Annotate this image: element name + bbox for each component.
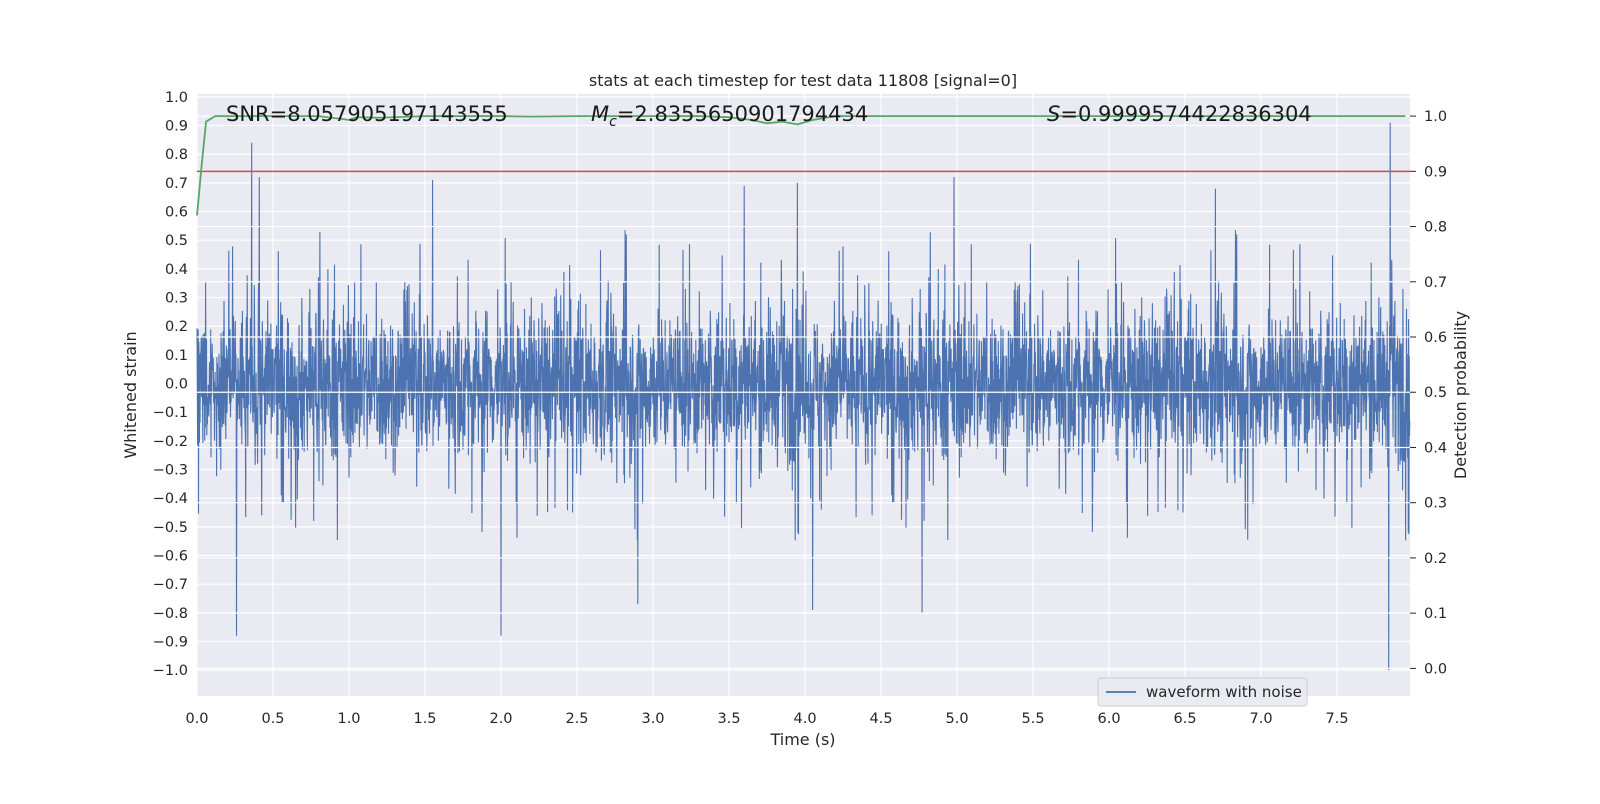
y-tick-label: 1.0	[165, 90, 188, 106]
x-tick-label: 1.5	[413, 711, 436, 727]
y-axis-ticks: 1.0 0.9 0.8 0.7 0.6 0.5 0.4 0.3 0.2 0.1 0.0 −0.1 −0.…	[153, 90, 188, 679]
score-symbol: S	[1047, 102, 1060, 126]
y-tick-label: 0.4	[165, 262, 188, 278]
y-tick-label: −0.6	[153, 549, 188, 565]
chirp-mass-annotation: Mc=2.8355650901794434	[591, 102, 868, 130]
legend: waveform with noise	[1097, 677, 1308, 707]
y-tick-label: −0.7	[153, 577, 188, 593]
y-tick-label: −0.5	[153, 520, 188, 536]
y2-tick-label: 0.1	[1424, 606, 1447, 622]
x-tick-label: 5.0	[945, 711, 968, 727]
y-tick-label: −0.4	[153, 491, 188, 507]
x-tick-label: 2.0	[489, 711, 512, 727]
x-tick-label: 3.5	[717, 711, 740, 727]
y-tick-label: 0.3	[165, 291, 188, 307]
y-tick-label: 0.2	[165, 319, 188, 335]
y-tick-label: −0.9	[153, 635, 188, 651]
y-tick-label: 0.8	[165, 147, 188, 163]
y2-axis-ticks: 1.0 0.9 0.8 0.7 0.6 0.5 0.4 0.3 0.2 0.1 0.0	[1410, 109, 1447, 677]
x-tick-label: 3.0	[641, 711, 664, 727]
y2-tick-label: 1.0	[1424, 109, 1447, 125]
legend-label: waveform with noise	[1146, 683, 1302, 701]
y2-tick-label: 0.3	[1424, 496, 1447, 512]
y-tick-label: −0.8	[153, 606, 188, 622]
y-tick-label: 0.9	[165, 119, 188, 135]
x-tick-label: 7.5	[1326, 711, 1349, 727]
x-tick-label: 2.5	[565, 711, 588, 727]
y2-tick-label: 0.9	[1424, 164, 1447, 180]
y2-tick-label: 0.5	[1424, 385, 1447, 401]
y-axis-label: Whitened strain	[121, 331, 140, 458]
x-tick-label: 0.5	[261, 711, 284, 727]
y-tick-label: 0.7	[165, 176, 188, 192]
x-tick-label: 5.5	[1021, 711, 1044, 727]
x-tick-label: 4.5	[869, 711, 892, 727]
y-tick-label: 0.1	[165, 348, 188, 364]
y-tick-label: −0.3	[153, 463, 188, 479]
x-axis-ticks: 0.0 0.5 1.0 1.5 2.0 2.5 3.0 3.5 4.0 4.5 5.0 5.5 6.0 6…	[185, 711, 1348, 727]
x-tick-label: 1.0	[337, 711, 360, 727]
y-tick-label: 0.6	[165, 205, 188, 221]
y-tick-label: 0.5	[165, 233, 188, 249]
x-tick-label: 6.5	[1174, 711, 1197, 727]
y2-tick-label: 0.7	[1424, 275, 1447, 291]
y2-tick-label: 0.2	[1424, 551, 1447, 567]
y-tick-label: 0.0	[165, 377, 188, 393]
score-annotation: S=0.9999574422836304	[1047, 102, 1312, 126]
chirp-mass-value: =2.8355650901794434	[617, 102, 868, 126]
chart-title: stats at each timestep for test data 118…	[589, 71, 1017, 90]
y2-tick-label: 0.4	[1424, 440, 1447, 456]
chirp-mass-subscript: c	[609, 114, 617, 130]
legend-box	[1097, 677, 1308, 707]
y-tick-label: −0.1	[153, 405, 188, 421]
chirp-mass-symbol: M	[591, 102, 609, 126]
grid-overlay	[197, 115, 1410, 669]
x-axis-label: Time (s)	[769, 730, 835, 749]
x-tick-label: 0.0	[185, 711, 208, 727]
x-tick-label: 6.0	[1097, 711, 1120, 727]
y-tick-label: −1.0	[153, 663, 188, 679]
score-value: =0.9999574422836304	[1060, 102, 1311, 126]
probability-series	[196, 115, 1406, 216]
x-tick-label: 7.0	[1250, 711, 1273, 727]
y2-axis-label: Detection probability	[1451, 311, 1470, 479]
snr-annotation: SNR=8.057905197143555	[226, 102, 508, 126]
y2-tick-label: 0.8	[1424, 220, 1447, 236]
y2-tick-label: 0.0	[1424, 661, 1447, 677]
y-tick-label: −0.2	[153, 434, 188, 450]
x-tick-label: 4.0	[793, 711, 816, 727]
waveform-line	[196, 122, 1411, 671]
y2-tick-label: 0.6	[1424, 330, 1447, 346]
waveform-series	[196, 122, 1411, 671]
